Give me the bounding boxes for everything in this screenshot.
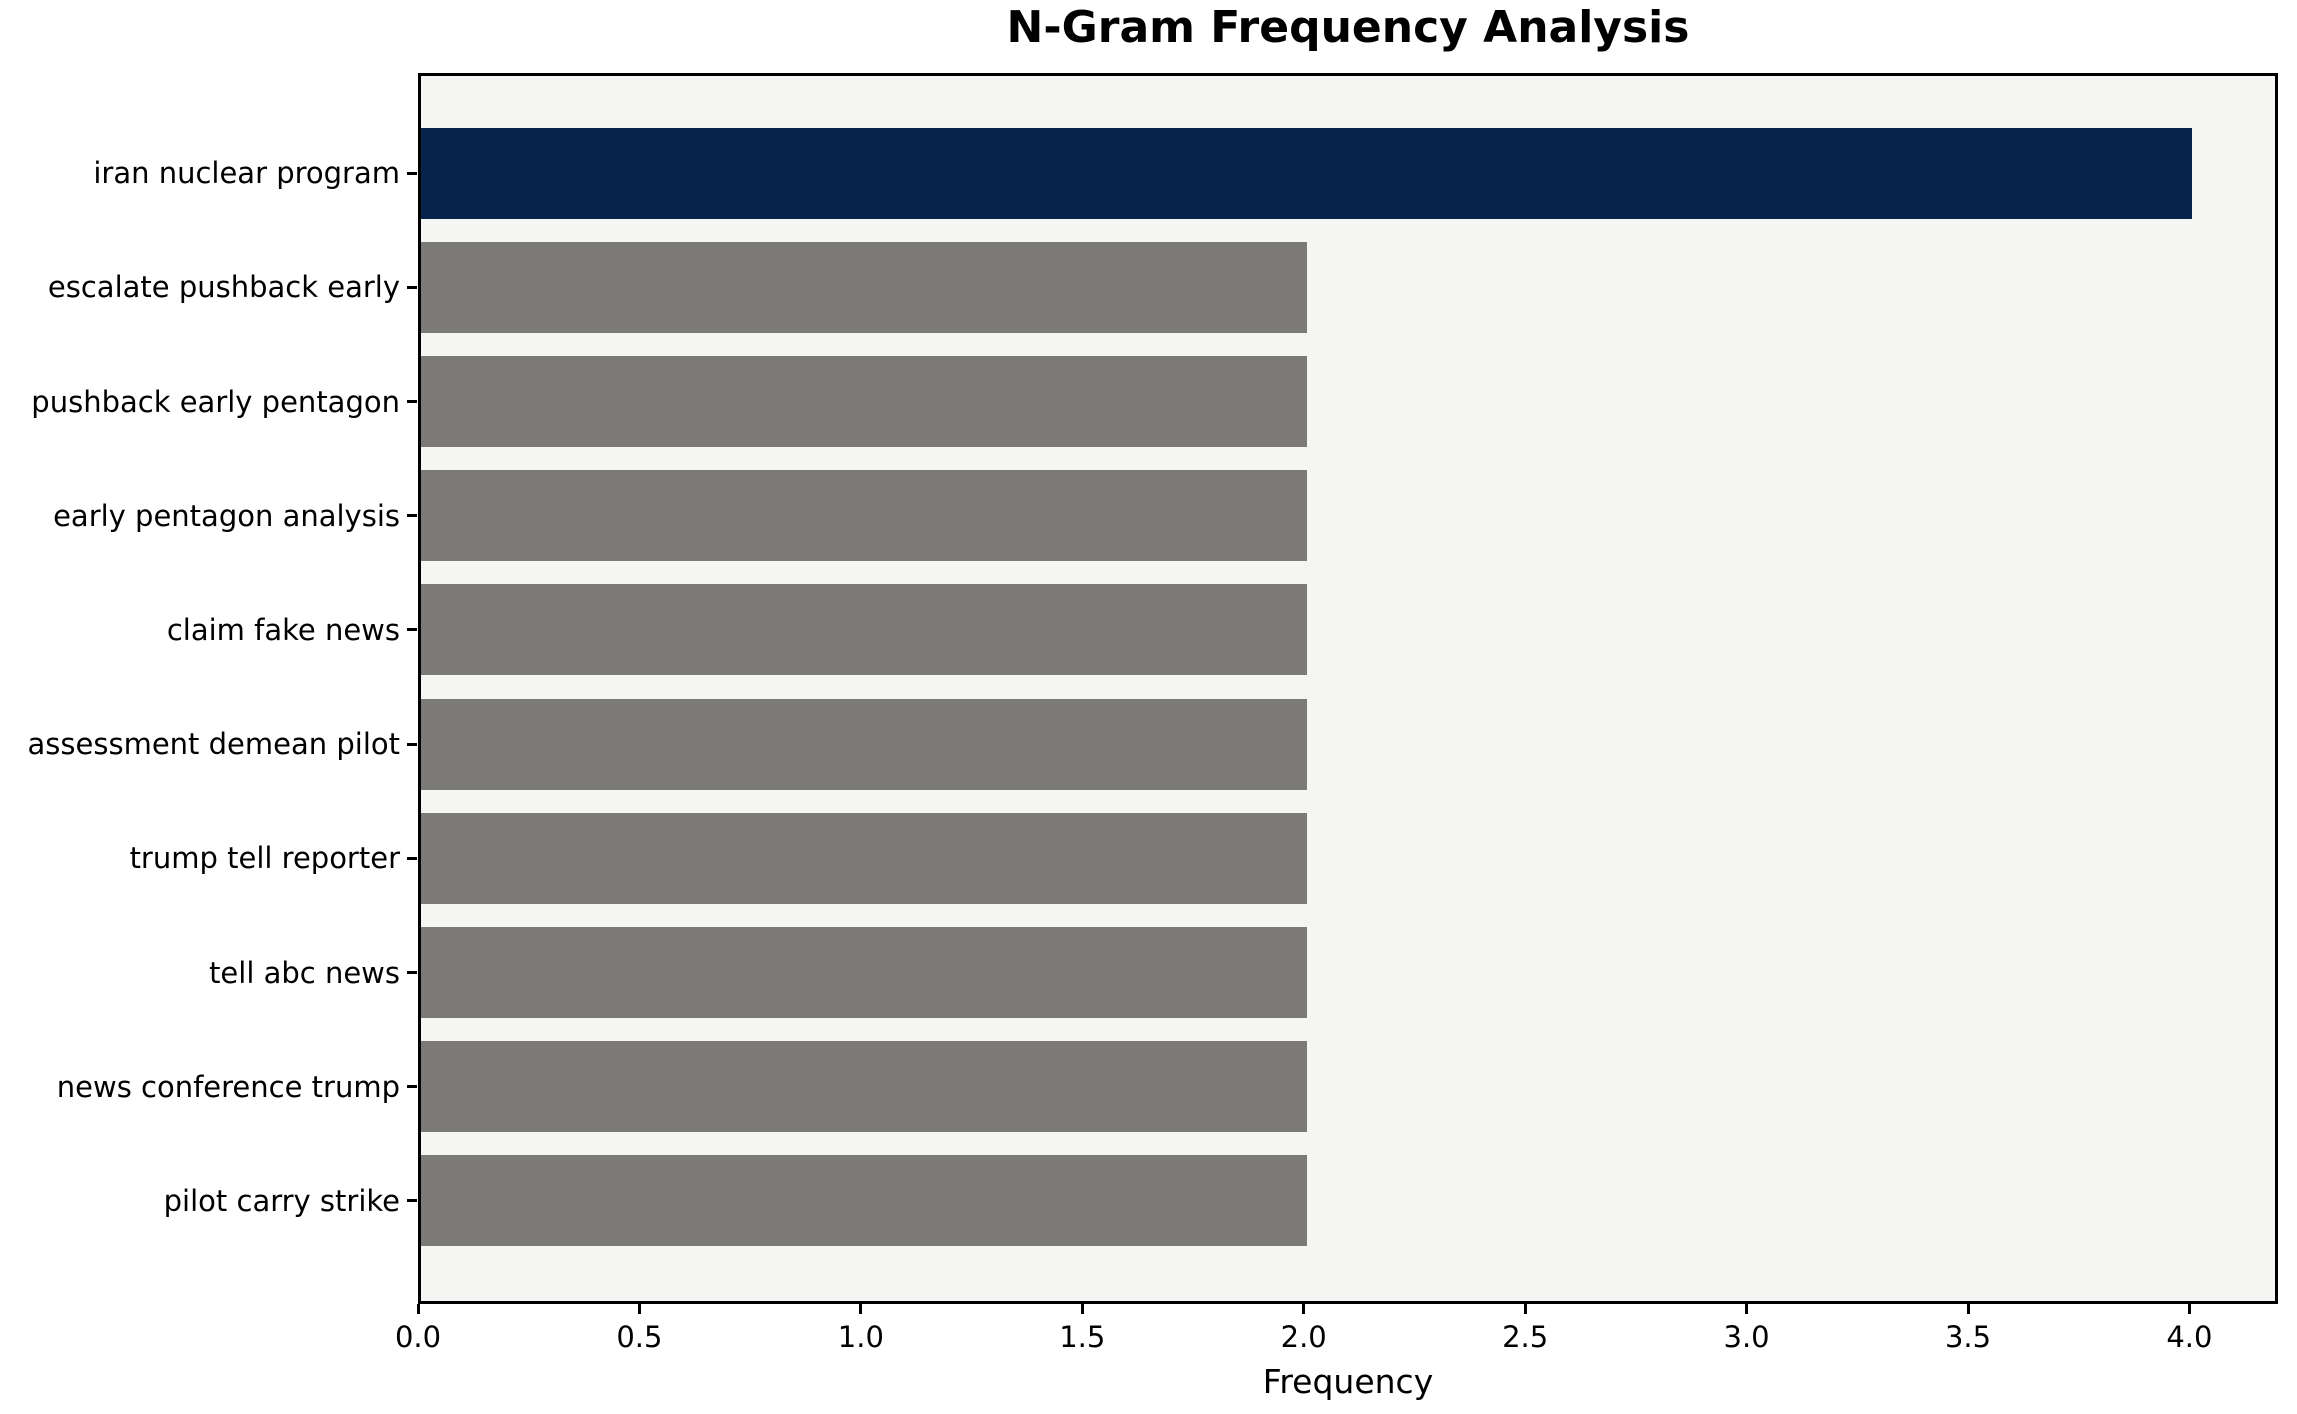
y-axis-tick [407,856,417,860]
x-axis-tick-label: 4.0 [2166,1320,2213,1354]
y-axis-tick [407,971,417,974]
y-axis-tick [407,400,417,403]
x-axis-tick [859,1304,863,1314]
x-axis-tick [1966,1304,1970,1314]
bar-pushback-early-pentagon [421,356,1307,447]
x-axis-tick [2187,1304,2191,1314]
y-axis-category-label: pushback early pentagon [31,384,400,419]
y-axis-tick [407,742,417,746]
x-axis-tick-label: 0.0 [394,1320,442,1354]
y-axis-category-label: trump tell reporter [129,841,400,876]
y-axis-tick [407,628,417,632]
bar-early-pentagon-analysis [421,470,1307,562]
y-axis-tick [407,1199,417,1203]
bar-escalate-pushback-early [421,241,1307,333]
bar-claim-fake-news [421,584,1307,676]
y-axis-category-label: news conference trump [56,1069,400,1104]
bar-iran-nuclear-program [421,127,2193,219]
y-axis-tick [407,1085,417,1089]
x-axis-tick-label: 3.0 [1723,1320,1770,1354]
x-axis-tick-label: 0.5 [616,1320,663,1354]
plot-area [418,73,2278,1304]
y-axis-category-label: early pentagon analysis [53,498,400,533]
x-axis-tick-label: 3.5 [1944,1320,1992,1354]
x-axis-tick-label: 2.0 [1280,1320,1327,1354]
x-axis-tick-label: 2.5 [1502,1320,1549,1354]
y-axis-tick [407,171,417,175]
bar-news-conference-trump [421,1041,1307,1133]
y-axis-category-label: iran nuclear program [93,156,400,191]
y-axis-tick [407,514,417,518]
x-axis-tick [416,1304,420,1314]
x-axis-tick [1745,1304,1749,1314]
y-axis-category-label: pilot carry strike [163,1183,400,1218]
bar-pilot-carry-strike [421,1155,1307,1247]
bar-assessment-demean-pilot [421,698,1307,790]
y-axis-labels: iran nuclear program escalate pushback ea… [0,73,400,1304]
y-axis-category-label: assessment demean pilot [27,727,400,762]
y-axis-category-label: tell abc news [209,955,400,990]
y-axis-category-label: escalate pushback early [47,270,400,305]
x-axis-title: Frequency [1262,1362,1434,1401]
y-axis-category-label: claim fake news [166,612,400,647]
x-axis-tick [1080,1304,1084,1314]
x-axis-tick [1523,1304,1527,1314]
x-axis-tick [637,1304,641,1314]
y-axis-tick [407,285,417,289]
x-axis-tick [1302,1304,1306,1314]
x-axis-tick-label: 1.5 [1059,1320,1106,1354]
x-axis-tick-label: 1.0 [837,1320,884,1354]
chart-title: N-Gram Frequency Analysis [1006,2,1690,53]
bar-tell-abc-news [421,927,1307,1018]
bar-trump-tell-reporter [421,812,1307,904]
